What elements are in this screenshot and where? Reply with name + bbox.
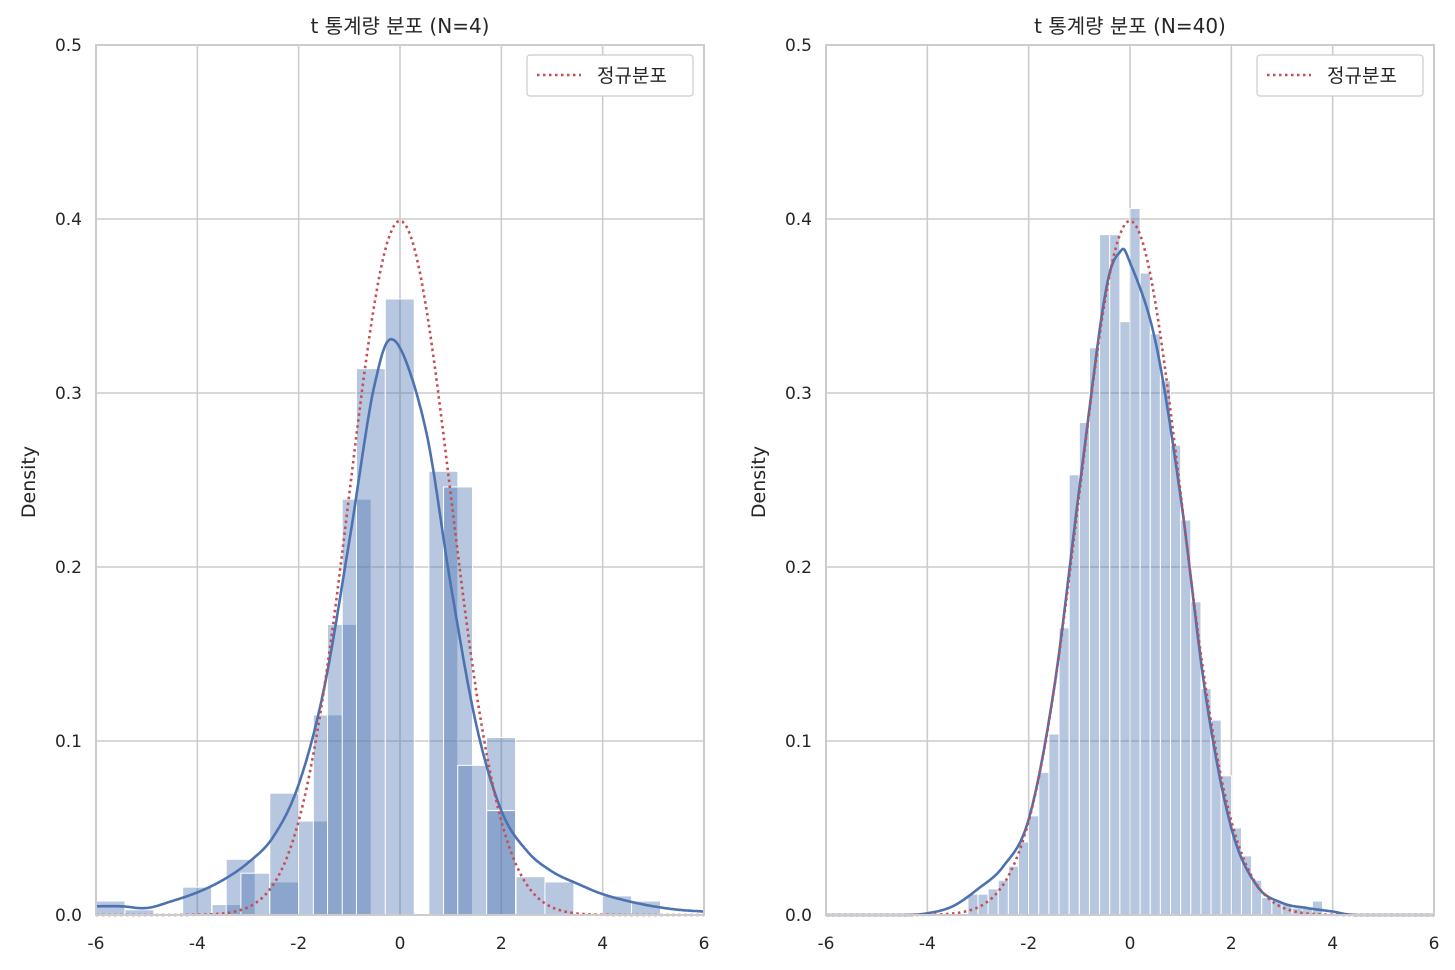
x-tick-label: -4 (919, 934, 936, 954)
y-tick-label: 0.1 (55, 732, 82, 752)
chart-title: t 통계량 분포 (N=40) (1034, 14, 1226, 38)
histogram-bar (1088, 347, 1101, 916)
y-tick-label: 0.4 (785, 210, 812, 230)
kde-line (95, 337, 705, 913)
histogram-bar (1180, 519, 1192, 916)
histogram-bars (95, 298, 661, 916)
histogram-bar (1058, 627, 1070, 916)
legend-label-normal: 정규분포 (1327, 65, 1397, 87)
legend-box (526, 54, 694, 97)
histogram-bar (1078, 422, 1090, 916)
histogram-bar (95, 900, 126, 916)
histogram-bar (1119, 321, 1131, 916)
x-tick-label: 0 (395, 934, 406, 954)
x-tick-label: -2 (1020, 934, 1037, 954)
histogram-bar (1170, 444, 1182, 916)
tick-labels: -6 -4 -2 0 2 4 6 0.0 0.1 0.2 0.3 0.4 0.5 (785, 36, 1439, 954)
histogram-bar (486, 737, 517, 916)
histogram-bar (1139, 272, 1151, 916)
legend-box (1256, 54, 1424, 97)
histogram-bar (1159, 380, 1172, 916)
histogram-bar (967, 893, 979, 916)
y-tick-label: 0.3 (785, 384, 812, 404)
x-tick-label: -2 (290, 934, 307, 954)
legend: 정규분포 (526, 54, 694, 97)
plot-frame (825, 44, 1435, 916)
y-tick-label: 0.2 (785, 558, 812, 578)
right-chart-panel: -6 -4 -2 0 2 4 6 0.0 0.1 0.2 0.3 0.4 0.5 t 통계량 분포 (N… (748, 14, 1439, 954)
y-tick-label: 0.1 (785, 732, 812, 752)
histogram-bar (486, 810, 517, 916)
tick-labels: -6 -4 -2 0 2 4 6 0.0 0.1 0.2 0.3 0.4 0.5 (55, 36, 709, 954)
histogram-bar (977, 893, 989, 916)
x-tick-label: 4 (1327, 934, 1338, 954)
histogram-bar (1048, 733, 1060, 916)
y-tick-label: 0.0 (55, 906, 82, 926)
x-tick-label: -4 (189, 934, 206, 954)
histogram-bar (269, 792, 300, 916)
plot-frame (95, 44, 705, 916)
x-tick-label: 6 (1429, 934, 1440, 954)
histogram-bar (384, 298, 415, 916)
x-tick-label: 6 (699, 934, 710, 954)
x-tick-label: -6 (88, 934, 105, 954)
y-tick-label: 0.5 (55, 36, 82, 56)
histogram-bar (987, 888, 999, 916)
legend-label-normal: 정규분포 (597, 65, 667, 87)
histogram-bar (1129, 208, 1141, 916)
histogram-bar (1099, 234, 1111, 916)
x-tick-label: 0 (1125, 934, 1136, 954)
histogram-bar (1028, 815, 1040, 916)
histogram-bar (355, 368, 386, 916)
histogram-bar (1149, 333, 1161, 916)
y-tick-label: 0.0 (785, 906, 812, 926)
x-tick-label: 2 (1226, 934, 1237, 954)
x-tick-label: -6 (818, 934, 835, 954)
y-tick-label: 0.4 (55, 210, 82, 230)
histogram-bar (1109, 234, 1121, 916)
y-tick-label: 0.5 (785, 36, 812, 56)
y-axis-label: Density (748, 446, 770, 518)
x-tick-label: 2 (496, 934, 507, 954)
histogram-bar (515, 876, 546, 916)
y-axis-label: Density (18, 446, 40, 518)
y-tick-label: 0.3 (55, 384, 82, 404)
legend: 정규분포 (1256, 54, 1424, 97)
x-tick-label: 4 (597, 934, 608, 954)
left-chart-panel: -6 -4 -2 0 2 4 6 0.0 0.1 0.2 0.3 0.4 0.5 t 통계량 분포 (N… (18, 14, 709, 954)
histogram-bar (1018, 841, 1030, 916)
histogram-bar (457, 764, 488, 916)
chart-title: t 통계량 분포 (N=4) (311, 14, 490, 38)
histogram-bar (1261, 897, 1273, 916)
kde-line (826, 247, 1434, 917)
y-tick-label: 0.2 (55, 558, 82, 578)
histogram-bar (1038, 771, 1050, 916)
